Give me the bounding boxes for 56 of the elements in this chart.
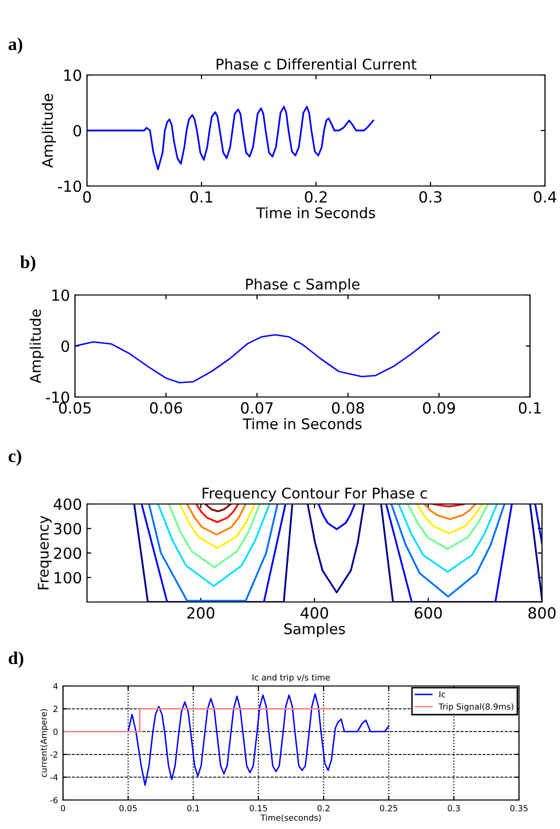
chart-title: Ic and trip v/s time (252, 674, 330, 682)
y-axis-title: Amplitude (42, 94, 56, 168)
y-tick-label: 4 (53, 683, 58, 690)
y-tick-label: -6 (50, 796, 58, 804)
x-tick-label: 0.05 (119, 805, 137, 812)
y-tick-label: -10 (46, 391, 70, 404)
x-tick-label: 0.15 (250, 805, 267, 812)
y-tick-label: 0 (53, 728, 58, 735)
x-tick-label: 0.2 (304, 191, 327, 203)
x-tick-label: 200 (187, 607, 214, 619)
x-tick-label: 0 (83, 191, 91, 203)
x-tick-label: 0.07 (241, 402, 273, 414)
y-tick-label: 10 (64, 69, 82, 82)
text: a) (8, 37, 22, 54)
x-axis-title: Time in Seconds (256, 207, 376, 218)
x-tick-label: 400 (300, 607, 328, 619)
x-tick-label: 0.08 (332, 402, 364, 414)
x-axis-title: Samples (284, 623, 345, 638)
x-tick-label: 0.3 (448, 805, 460, 812)
legend-label: Trip Signal(8.9ms) (438, 703, 514, 712)
y-axis-title: Amplitude (30, 309, 44, 384)
y-tick-label: -4 (50, 774, 58, 780)
x-tick-label: 0.3 (419, 191, 442, 203)
text: c) (8, 449, 22, 466)
y-tick-label: 2 (53, 706, 58, 712)
x-tick-label: 0.35 (510, 805, 528, 812)
x-tick-label: 0.1 (187, 805, 200, 812)
x-tick-label: 0.4 (534, 191, 556, 203)
y-axis-title: Frequency (38, 516, 52, 590)
x-tick-label: 600 (414, 607, 442, 619)
y-tick-label: 0 (61, 340, 70, 352)
chart-title: Phase c Sample (246, 278, 360, 292)
y-tick-label: 400 (54, 498, 82, 510)
y-tick-label: 0 (73, 124, 82, 137)
x-tick-label: 0.06 (150, 402, 182, 414)
x-axis-title: Time in Seconds (242, 418, 362, 430)
x-tick-label: 0.1 (518, 402, 541, 414)
x-tick-label: 0.1 (190, 191, 212, 203)
y-tick-label: 200 (54, 547, 82, 560)
y-tick-label: 300 (54, 522, 82, 535)
chart-title: Phase c Differential Current (216, 58, 416, 70)
legend-label: Ic (439, 691, 446, 698)
x-tick-label: 0.2 (317, 805, 330, 812)
chart-title: Frequency Contour For Phase c (202, 487, 427, 502)
text: d) (8, 651, 24, 668)
x-axis-title: Time(seconds) (260, 814, 321, 822)
x-tick-label: 0.05 (59, 402, 91, 414)
y-axis-title: current(Ampere) (40, 709, 48, 778)
text: b) (20, 255, 36, 272)
y-tick-label: -10 (58, 180, 82, 192)
x-tick-label: 800 (528, 607, 556, 619)
y-tick-label: 10 (52, 289, 70, 302)
x-tick-label: 0.09 (423, 402, 455, 414)
y-tick-label: 100 (54, 572, 82, 584)
y-tick-label: -2 (50, 751, 58, 758)
x-tick-label: 0.25 (380, 805, 398, 812)
